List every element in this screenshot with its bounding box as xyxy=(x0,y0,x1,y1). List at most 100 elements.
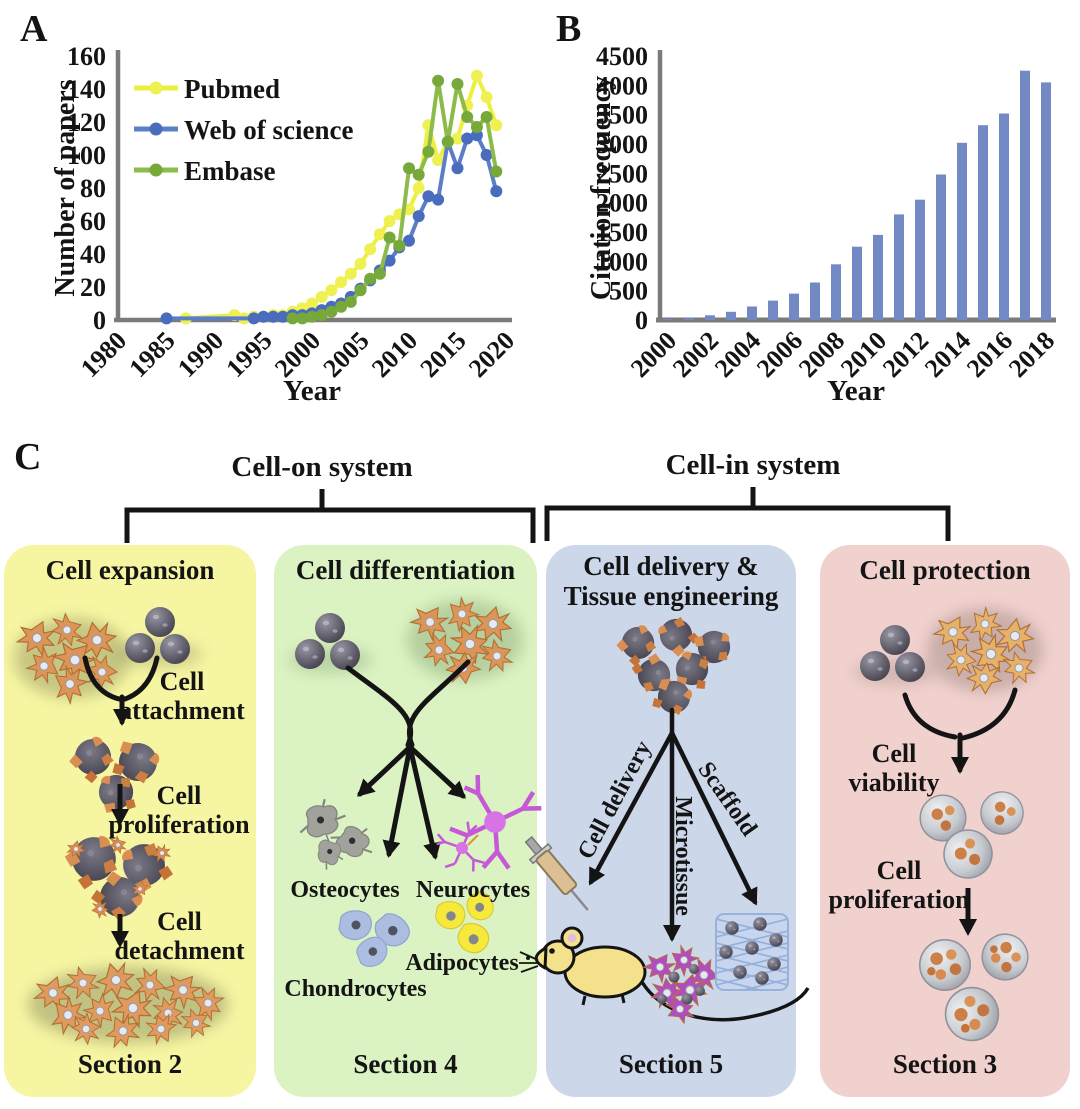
data-point-marker xyxy=(403,162,415,175)
bar xyxy=(1020,70,1030,320)
section-5-label: Section 5 xyxy=(618,1049,724,1079)
y-tick-label: 60 xyxy=(80,207,106,236)
data-point-marker xyxy=(441,135,454,148)
y-tick-label: 4500 xyxy=(596,42,648,71)
data-point-marker xyxy=(286,312,299,325)
y-tick-label: 160 xyxy=(67,42,106,71)
bar xyxy=(831,264,841,320)
data-point-marker xyxy=(257,310,270,323)
data-point-marker xyxy=(306,297,318,310)
data-point-marker xyxy=(373,228,386,241)
data-point-marker xyxy=(412,182,425,194)
data-point-marker xyxy=(412,168,425,181)
bar xyxy=(663,319,673,320)
data-point-marker xyxy=(480,111,493,123)
y-tick-label: 1500 xyxy=(596,218,648,247)
x-tick-label: 2014 xyxy=(919,326,976,383)
data-point-marker xyxy=(344,295,357,308)
y-tick-label: 40 xyxy=(80,240,106,269)
stem-cells-illustration xyxy=(288,613,372,673)
y-tick-label: 3000 xyxy=(596,130,648,159)
delivery-fan-arrows xyxy=(588,707,758,942)
x-tick-label: 2002 xyxy=(667,326,724,383)
data-point-marker xyxy=(451,132,464,145)
x-tick-label: 1980 xyxy=(75,326,132,383)
cell-viability-label: Cell viability xyxy=(848,739,940,797)
data-point-marker xyxy=(315,290,328,303)
cell-expansion-title: Cell expansion xyxy=(45,555,215,585)
adipocytes-label: Adipocytes xyxy=(405,950,519,976)
section-2-label: Section 2 xyxy=(77,1049,183,1079)
microtissue-illustration xyxy=(639,940,723,1029)
x-tick-label: 2010 xyxy=(366,326,423,383)
section-3-label: Section 3 xyxy=(892,1049,998,1079)
data-point-marker xyxy=(480,149,493,161)
data-point-marker xyxy=(461,132,474,145)
y-axis-title: Number of papers xyxy=(50,79,81,296)
x-tick-label: 1990 xyxy=(172,326,229,383)
data-point-marker xyxy=(373,267,386,280)
data-point-marker xyxy=(276,310,289,323)
data-point-marker xyxy=(461,111,474,123)
bracket-cell-on xyxy=(124,489,536,543)
osteocytes-illustration xyxy=(294,795,383,873)
data-point-marker xyxy=(470,69,483,82)
bar xyxy=(768,300,778,320)
cell-proliferation-label: Cell proliferation xyxy=(108,781,250,839)
data-point-marker xyxy=(422,190,435,203)
bar xyxy=(747,306,757,320)
x-tick-label: 2006 xyxy=(751,326,808,383)
data-point-marker xyxy=(451,162,464,175)
bar xyxy=(957,142,967,320)
data-point-marker xyxy=(344,267,357,280)
cell-detachment-label: Cell detachment xyxy=(114,907,245,965)
data-point-marker xyxy=(364,272,377,285)
panel-b-label: B xyxy=(556,8,582,50)
cell-attachment-label: Cell attachment xyxy=(119,667,245,725)
bar xyxy=(915,199,925,320)
legend-label: Web of science xyxy=(184,115,353,145)
panel-a-label: A xyxy=(20,8,48,50)
data-point-marker xyxy=(412,210,425,223)
x-tick-label: 2004 xyxy=(709,326,766,383)
bar xyxy=(852,246,862,320)
carrier-cluster-illustration xyxy=(611,611,741,720)
data-point-marker xyxy=(296,312,309,325)
y-tick-label: 500 xyxy=(609,277,648,306)
bar xyxy=(1041,82,1051,321)
mouse-syringe-illustration xyxy=(519,835,810,1022)
data-point-marker xyxy=(247,312,260,325)
bar xyxy=(978,125,988,320)
x-tick-label: 1985 xyxy=(123,326,180,383)
data-point-marker xyxy=(432,193,445,206)
data-point-marker xyxy=(470,129,483,142)
bracket-cell-in xyxy=(544,487,951,541)
x-axis-title: Year xyxy=(827,375,885,407)
data-point-marker xyxy=(490,119,503,132)
y-tick-label: 2500 xyxy=(596,159,648,188)
cell-sheet-illustration xyxy=(28,956,228,1053)
data-point-marker xyxy=(403,234,415,247)
bar xyxy=(936,174,946,320)
bar xyxy=(873,234,883,320)
data-point-marker xyxy=(160,312,173,325)
y-tick-label: 80 xyxy=(80,174,106,203)
data-point-marker xyxy=(325,305,338,318)
syringe-icon xyxy=(524,835,589,911)
data-point-marker xyxy=(335,276,348,289)
x-tick-label: 2020 xyxy=(463,326,520,383)
y-tick-label: 2000 xyxy=(596,189,648,218)
merge-arrow xyxy=(82,655,160,726)
data-point-marker xyxy=(354,284,367,297)
data-point-marker xyxy=(490,185,503,198)
cell-differentiation-title: Cell differentiation xyxy=(295,555,516,585)
cell-proliferation-label: Cell proliferation xyxy=(828,856,970,914)
data-point-marker xyxy=(470,121,483,133)
data-point-marker xyxy=(383,254,396,267)
legend-label: Pubmed xyxy=(184,74,280,104)
x-axis-title: Year xyxy=(283,375,341,407)
x-tick-label: 2012 xyxy=(877,326,934,383)
orange-cell-cluster xyxy=(927,601,1043,696)
cell-delivery-title-line2: Tissue engineering xyxy=(563,581,779,611)
